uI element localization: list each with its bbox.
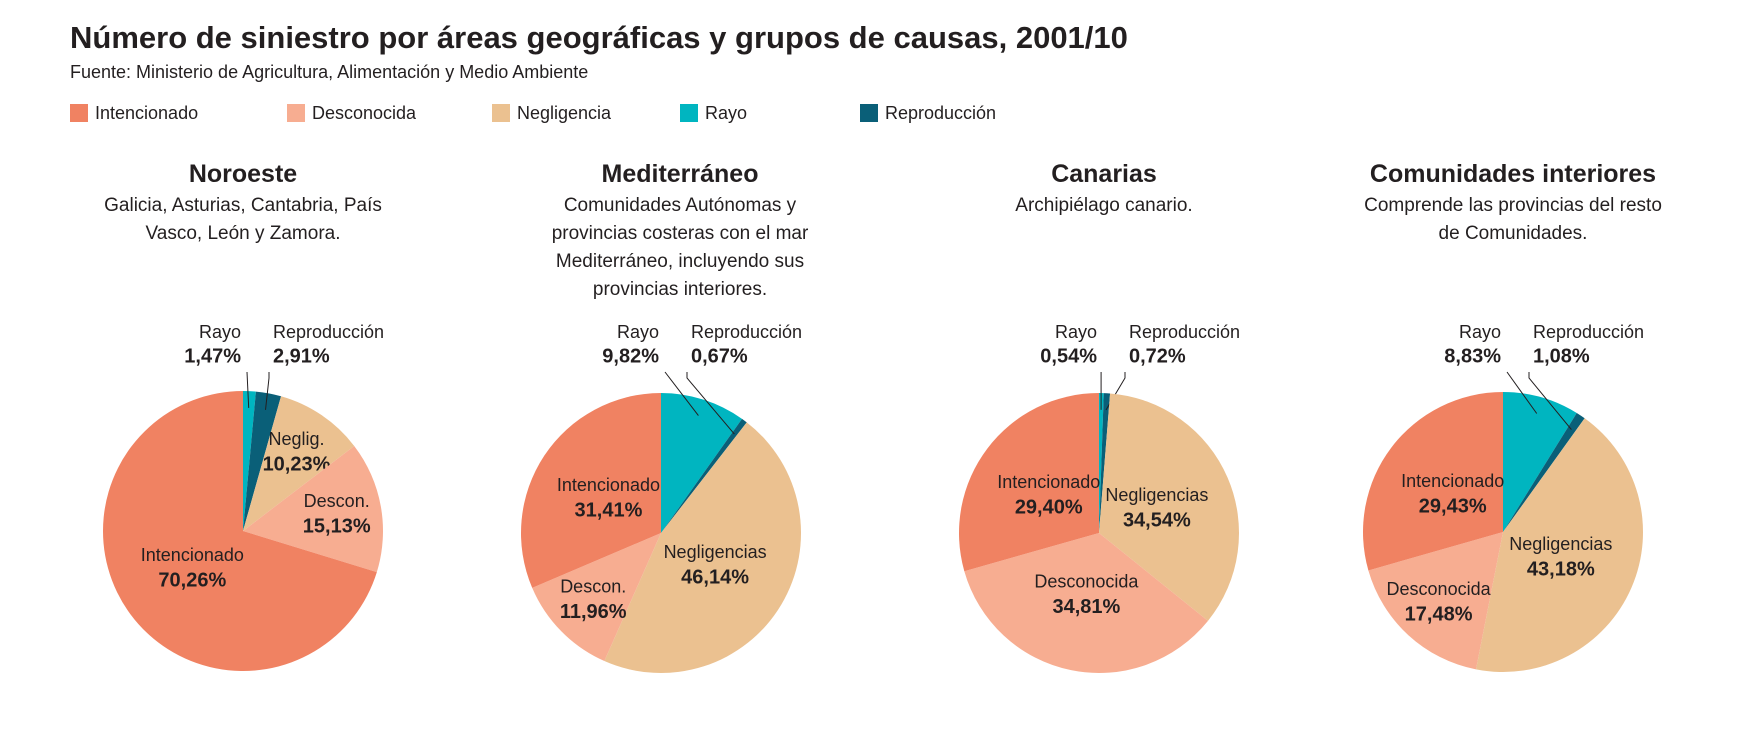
slice-value: 43,18% [1527, 558, 1595, 580]
slice-label: Rayo [1459, 322, 1501, 342]
pie-slice [1099, 393, 1104, 533]
slice-label: Reproducción [691, 322, 802, 342]
panel-subtitle: Archipiélago canario. [1015, 195, 1193, 216]
pie-slice [243, 391, 256, 531]
slice-value: 46,14% [681, 567, 749, 589]
legend-swatch [492, 104, 510, 122]
slice-value: 15,13% [303, 515, 371, 537]
pie-slice [1368, 532, 1503, 670]
slice-value: 29,40% [1015, 496, 1083, 518]
slice-label: Desconocida [1387, 579, 1492, 599]
slice-label: Descon. [304, 491, 370, 511]
slice-value: 10,23% [263, 454, 331, 476]
slice-label: Reproducción [273, 322, 384, 342]
slice-value: 70,26% [158, 570, 226, 592]
slice-value: 9,82% [602, 345, 659, 367]
leader-line [1528, 372, 1572, 430]
panel-subtitle: Comprende las provincias del resto de Co… [1364, 195, 1662, 244]
pie-slice [521, 393, 662, 588]
slice-label: Neglig. [268, 429, 324, 449]
legend-label: Rayo [705, 103, 747, 123]
pie-slice [532, 533, 661, 662]
pie-slice [1503, 412, 1585, 532]
panel-title: Mediterráneo [601, 160, 759, 188]
pie-slice [243, 445, 383, 573]
leader-line [686, 372, 735, 435]
pie-slice [604, 422, 801, 673]
pie-slice [243, 391, 282, 531]
slice-label: Intencionado [557, 475, 660, 495]
legend-label: Intencionado [95, 103, 198, 123]
pie-slice [102, 391, 377, 671]
pie-slice [1475, 418, 1644, 672]
slice-value: 31,41% [575, 500, 643, 522]
panel-title: Canarias [1051, 160, 1157, 188]
legend-swatch [70, 104, 88, 122]
slice-value: 1,47% [184, 345, 241, 367]
slice-value: 34,81% [1052, 596, 1120, 618]
pie-slice [959, 393, 1099, 572]
panel-title: Comunidades interiores [1369, 160, 1657, 188]
pie-slice [1363, 392, 1503, 571]
legend-label: Desconocida [312, 103, 417, 123]
legend-swatch [287, 104, 305, 122]
slice-value: 0,67% [691, 345, 748, 367]
slice-value: 2,91% [273, 345, 330, 367]
pie-slice [661, 393, 743, 533]
source: Fuente: Ministerio de Agricultura, Alime… [70, 62, 589, 82]
slice-label: Desconocida [1034, 571, 1139, 591]
panel-subtitle: Comunidades Autónomas y provincias coste… [551, 195, 809, 300]
legend-label: Negligencia [517, 103, 612, 123]
slice-label: Rayo [199, 322, 241, 342]
slice-label: Negligencias [1105, 485, 1208, 505]
slice-label: Reproducción [1129, 322, 1240, 342]
slice-value: 34,54% [1123, 509, 1191, 531]
legend-swatch [860, 104, 878, 122]
pie-slice [1099, 393, 1240, 621]
slice-label: Intencionado [997, 472, 1100, 492]
legend-label: Reproducción [885, 103, 996, 123]
slice-value: 0,54% [1040, 345, 1097, 367]
leader-line [265, 372, 270, 410]
slice-label: Rayo [1055, 322, 1097, 342]
slice-value: 11,96% [560, 601, 627, 623]
slice-value: 8,83% [1444, 345, 1501, 367]
slice-label: Reproducción [1533, 322, 1644, 342]
slice-value: 17,48% [1405, 603, 1473, 625]
pie-slice [661, 418, 747, 533]
leader-line [246, 371, 250, 408]
slice-value: 1,08% [1533, 345, 1590, 367]
pie-slice [1503, 392, 1577, 532]
panel-title: Noroeste [188, 160, 298, 188]
leader-line [1506, 371, 1538, 414]
slice-value: 0,72% [1129, 345, 1186, 367]
slice-label: Intencionado [1401, 471, 1504, 491]
slice-label: Intencionado [141, 545, 244, 565]
pie-slice [1099, 393, 1111, 533]
slice-label: Negligencias [664, 542, 767, 562]
slice-label: Descon. [560, 577, 626, 597]
leader-line [664, 371, 699, 416]
main-title: Número de siniestro por áreas geográfica… [70, 20, 1128, 55]
slice-label: Negligencias [1509, 534, 1612, 554]
slice-value: 29,43% [1419, 495, 1487, 517]
legend-swatch [680, 104, 698, 122]
pie-slice [964, 533, 1209, 674]
pie-slice [243, 396, 355, 531]
panel-subtitle: Galicia, Asturias, Cantabria, País Vasco… [104, 195, 382, 244]
slice-label: Rayo [617, 322, 659, 342]
